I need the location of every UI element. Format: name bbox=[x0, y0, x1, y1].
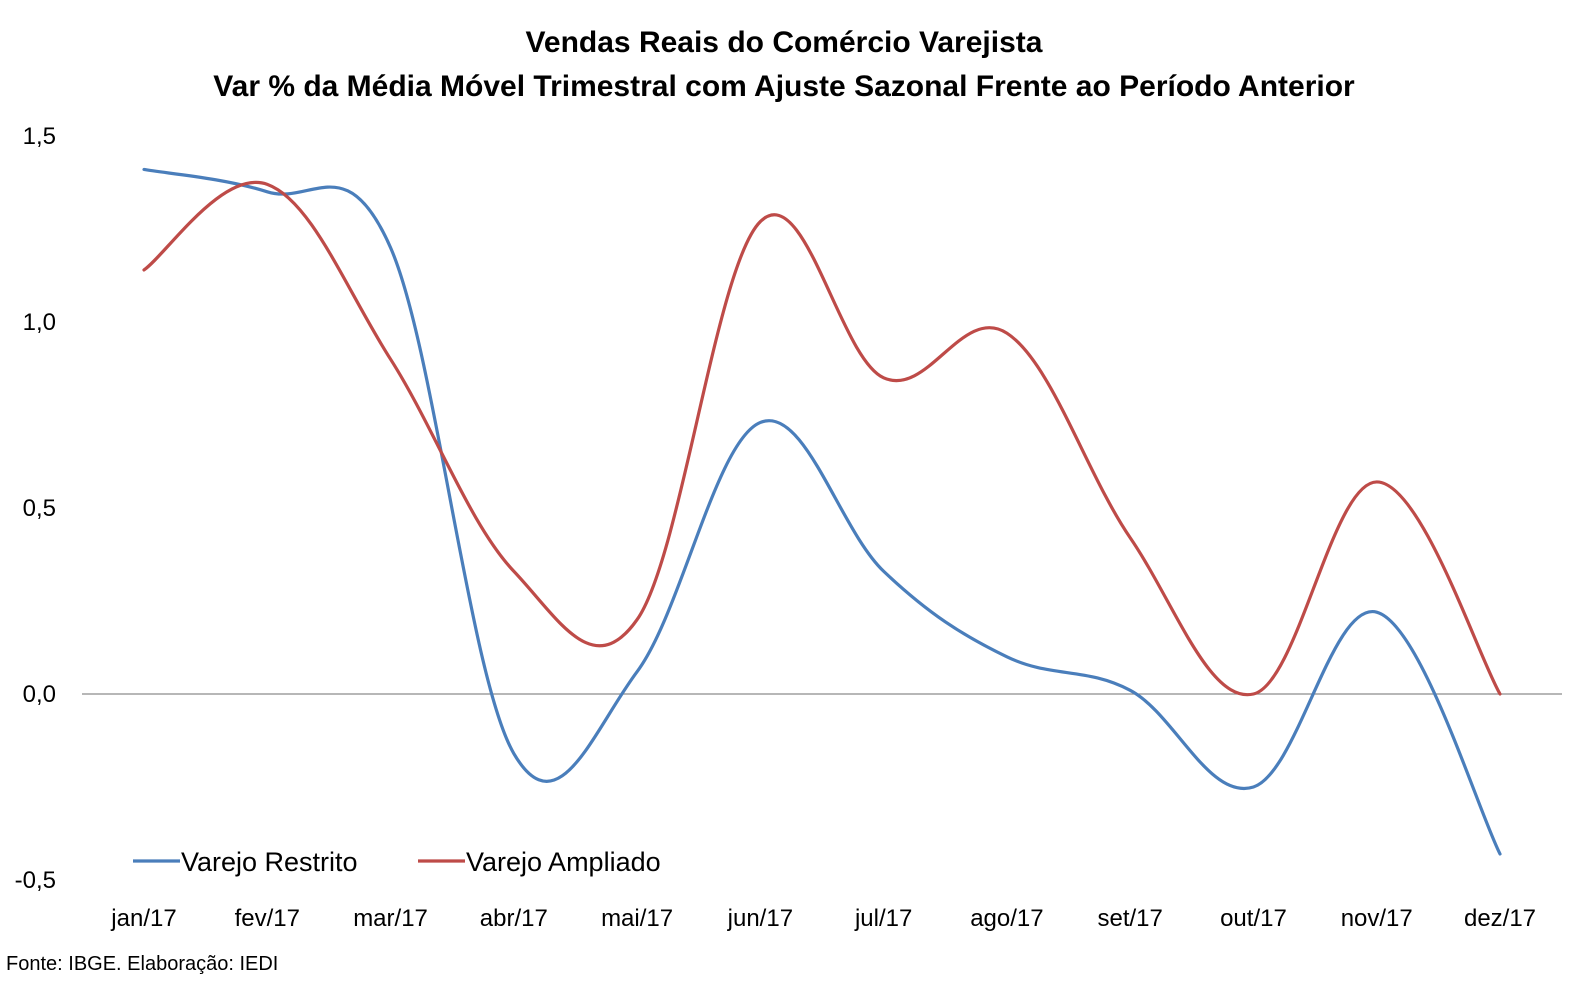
x-tick-label: jun/17 bbox=[727, 905, 793, 932]
data-point-varejo-restrito bbox=[882, 569, 886, 573]
data-point-varejo-ampliado bbox=[389, 357, 393, 361]
y-tick-label: 1,5 bbox=[23, 123, 56, 150]
data-point-varejo-ampliado bbox=[882, 376, 886, 380]
data-point-varejo-restrito bbox=[635, 670, 639, 674]
data-point-varejo-ampliado bbox=[1498, 692, 1502, 696]
x-tick-label: set/17 bbox=[1097, 905, 1162, 932]
data-point-varejo-ampliado bbox=[635, 618, 639, 622]
x-tick-label: dez/17 bbox=[1464, 905, 1536, 932]
legend: Varejo Restrito Varejo Ampliado bbox=[133, 847, 661, 877]
data-point-varejo-ampliado bbox=[758, 220, 762, 224]
data-point-varejo-ampliado bbox=[1375, 480, 1379, 484]
data-point-varejo-restrito bbox=[1498, 852, 1502, 856]
x-tick-label: ago/17 bbox=[970, 905, 1043, 932]
legend-label-varejo-ampliado: Varejo Ampliado bbox=[466, 847, 661, 877]
x-axis-ticks: jan/17 fev/17 mar/17 abr/17 mai/17 jun/17 jul/… bbox=[110, 905, 1536, 932]
data-point-varejo-ampliado bbox=[1128, 536, 1132, 540]
source-note: Fonte: IBGE. Elaboração: IEDI bbox=[6, 953, 278, 975]
y-tick-label: 0,5 bbox=[23, 495, 56, 522]
data-point-varejo-restrito bbox=[265, 190, 269, 194]
series-line-varejo-ampliado bbox=[142, 180, 1502, 697]
data-point-varejo-ampliado bbox=[512, 569, 516, 573]
data-point-varejo-ampliado bbox=[142, 268, 146, 272]
chart-title: Vendas Reais do Comércio Varejista bbox=[526, 26, 1043, 59]
chart-subtitle: Var % da Média Móvel Trimestral com Ajus… bbox=[213, 70, 1355, 103]
data-point-varejo-restrito bbox=[1375, 610, 1379, 614]
x-tick-label: mar/17 bbox=[353, 905, 428, 932]
data-point-varejo-ampliado bbox=[1005, 331, 1009, 335]
x-tick-label: fev/17 bbox=[235, 905, 300, 932]
series-line-varejo-restrito bbox=[142, 167, 1502, 856]
series-lines bbox=[142, 167, 1502, 856]
x-tick-label: mai/17 bbox=[601, 905, 673, 932]
y-tick-label: 0,0 bbox=[23, 681, 56, 708]
data-point-varejo-restrito bbox=[1005, 655, 1009, 659]
x-tick-label: out/17 bbox=[1220, 905, 1287, 932]
data-point-varejo-restrito bbox=[389, 246, 393, 250]
y-tick-label: 1,0 bbox=[23, 309, 56, 336]
x-tick-label: nov/17 bbox=[1341, 905, 1413, 932]
y-axis-ticks: 1,5 1,0 0,5 0,0 -0,5 bbox=[15, 123, 56, 894]
y-tick-label: -0,5 bbox=[15, 867, 56, 894]
data-point-varejo-restrito bbox=[512, 752, 516, 756]
data-point-varejo-ampliado bbox=[265, 182, 269, 186]
x-tick-label: abr/17 bbox=[480, 905, 548, 932]
data-point-varejo-restrito bbox=[758, 420, 762, 424]
data-point-varejo-restrito bbox=[1251, 785, 1255, 789]
data-point-varejo-ampliado bbox=[1251, 692, 1255, 696]
data-point-varejo-restrito bbox=[1128, 688, 1132, 692]
data-point-varejo-restrito bbox=[142, 167, 146, 171]
x-tick-label: jul/17 bbox=[854, 905, 912, 932]
legend-label-varejo-restrito: Varejo Restrito bbox=[181, 847, 358, 877]
x-tick-label: jan/17 bbox=[110, 905, 176, 932]
